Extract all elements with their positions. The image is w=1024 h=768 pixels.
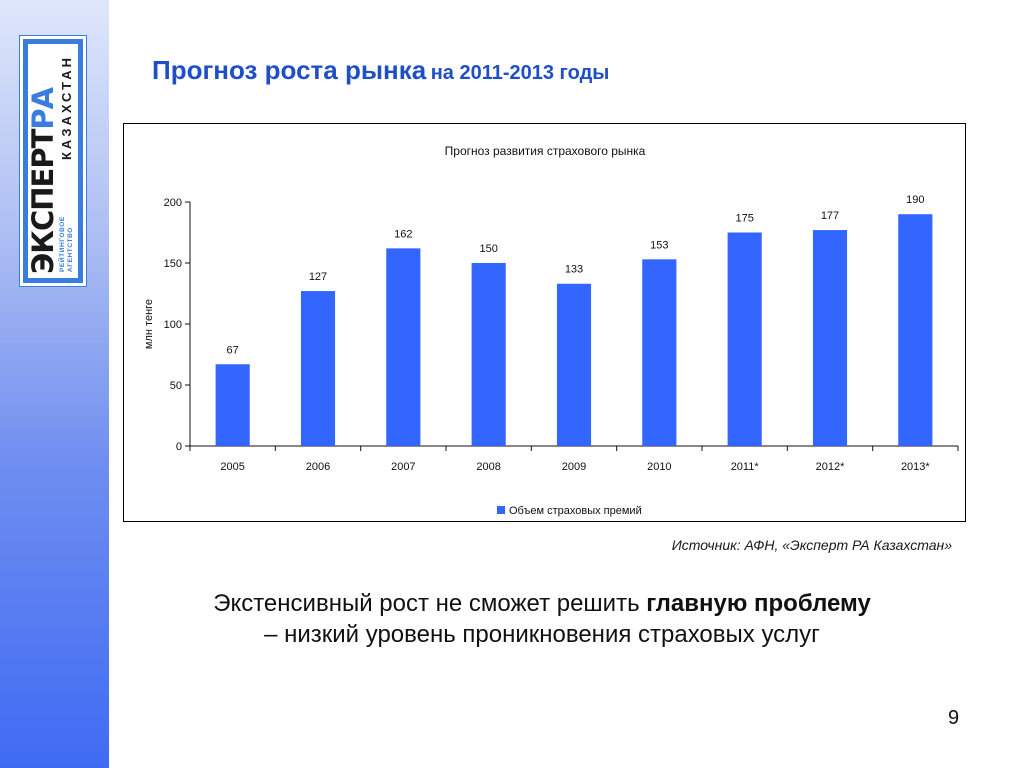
y-tick-label: 200 xyxy=(164,197,182,209)
x-tick-label: 2008 xyxy=(476,461,500,473)
expert-ra-logo: ЭКСПЕРТРА РЕЙТИНГОВОЕ АГЕНТСТВО КАЗАХСТА… xyxy=(19,35,87,287)
data-label: 150 xyxy=(479,243,497,255)
bar-2007 xyxy=(386,248,421,446)
bar-2009 xyxy=(556,283,592,446)
data-label: 127 xyxy=(309,271,327,283)
data-label: 67 xyxy=(227,344,239,356)
x-tick-label: 2011* xyxy=(731,461,760,473)
legend-swatch xyxy=(497,506,505,514)
bar-chart: Прогноз развития страхового рынка млн тен… xyxy=(143,144,959,517)
chart-title: Прогноз развития страхового рынка xyxy=(445,144,646,158)
data-label: 177 xyxy=(821,210,839,222)
slide-title: Прогноз роста рынка на 2011-2013 годы xyxy=(152,55,610,85)
data-label: 153 xyxy=(650,239,668,251)
bar-2011* xyxy=(727,232,762,446)
legend-label: Объем страховых премий xyxy=(509,505,642,517)
bar-2013* xyxy=(898,214,933,446)
y-tick-label: 100 xyxy=(164,319,182,331)
data-label: 133 xyxy=(565,264,583,276)
x-tick-label: 2009 xyxy=(562,461,586,473)
y-tick-label: 150 xyxy=(164,258,182,270)
slide-caption: Экстенсивный рост не сможет решить главн… xyxy=(213,590,871,648)
x-tick-label: 2006 xyxy=(306,461,330,473)
bar-2005 xyxy=(215,364,250,446)
y-tick-label: 50 xyxy=(170,380,182,392)
data-label: 175 xyxy=(735,213,753,225)
logo-wordmark: ЭКСПЕРТРА xyxy=(26,87,60,274)
page-number: 9 xyxy=(948,707,960,729)
data-label: 162 xyxy=(394,228,412,240)
bar-2006 xyxy=(300,291,336,446)
bar-2008 xyxy=(471,263,506,446)
chart-frame: Прогноз развития страхового рынка млн тен… xyxy=(123,123,966,522)
logo-country: КАЗАХСТАН xyxy=(59,55,74,160)
y-axis-label: млн тенге xyxy=(143,299,155,349)
source-note: Источник: АФН, «Эксперт РА Казахстан» xyxy=(671,537,952,553)
data-label: 190 xyxy=(906,194,924,206)
bar-2010 xyxy=(642,259,677,446)
x-tick-label: 2012* xyxy=(816,461,845,473)
x-tick-label: 2013* xyxy=(901,461,930,473)
y-tick-label: 0 xyxy=(176,441,182,453)
bar-2012* xyxy=(812,230,848,446)
x-tick-label: 2007 xyxy=(391,461,415,473)
x-tick-label: 2005 xyxy=(220,461,244,473)
logo-subtitle: РЕЙТИНГОВОЕ АГЕНТСТВО xyxy=(59,216,74,272)
x-tick-label: 2010 xyxy=(647,461,671,473)
